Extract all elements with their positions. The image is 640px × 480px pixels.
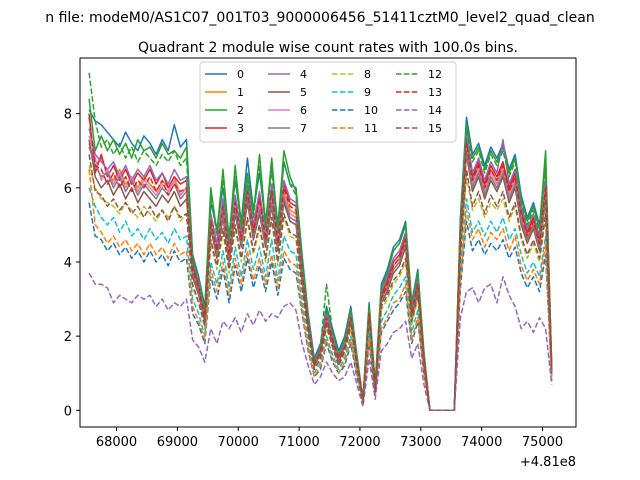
legend-label-8: 8 [364,68,371,81]
plot-frame [79,57,577,428]
legend-label-5: 5 [300,86,307,99]
legend-label-11: 11 [364,122,378,135]
legend-label-12: 12 [428,68,442,81]
y-tick-label: 8 [64,108,72,123]
legend-label-3: 3 [237,122,244,135]
series-line-15 [88,154,553,412]
series-line-11 [88,169,553,412]
y-axis: 0 2 4 6 8 [64,108,80,419]
legend-label-13: 13 [428,86,442,99]
legend-label-0: 0 [237,68,244,81]
x-tick-label: 71000 [278,435,319,450]
x-offset-label: +4.81e8 [520,455,576,470]
series-line-14 [88,272,553,412]
legend-label-14: 14 [428,104,442,117]
legend-label-6: 6 [300,104,307,117]
x-tick-label: 68000 [96,435,137,450]
x-tick-label: 72000 [339,435,380,450]
series-line-13 [88,117,553,412]
chart-title: Quadrant 2 module wise count rates with … [138,40,518,56]
legend-label-4: 4 [300,68,307,81]
legend-label-1: 1 [237,86,244,99]
x-tick-label: 74000 [461,435,502,450]
x-tick-label: 75000 [522,435,563,450]
legend-label-15: 15 [428,122,442,135]
legend-label-9: 9 [364,86,371,99]
chart-suptitle: n file: modeM0/AS1C07_001T03_9000006456_… [45,10,594,26]
series-line-9 [88,187,553,412]
legend-box [199,61,457,143]
y-tick-label: 4 [64,256,72,271]
legend-label-10: 10 [364,104,378,117]
y-tick-label: 2 [64,330,72,345]
legend-label-2: 2 [237,104,244,117]
series-line-10 [88,202,553,412]
y-tick-label: 0 [64,404,72,419]
y-tick-label: 6 [64,182,72,197]
x-tick-label: 70000 [218,435,259,450]
legend-label-7: 7 [300,122,307,135]
x-axis: 68000 69000 70000 71000 72000 73000 74000 75000 [96,427,563,450]
x-tick-label: 69000 [157,435,198,450]
series-layer [88,72,553,412]
x-tick-label: 73000 [400,435,441,450]
